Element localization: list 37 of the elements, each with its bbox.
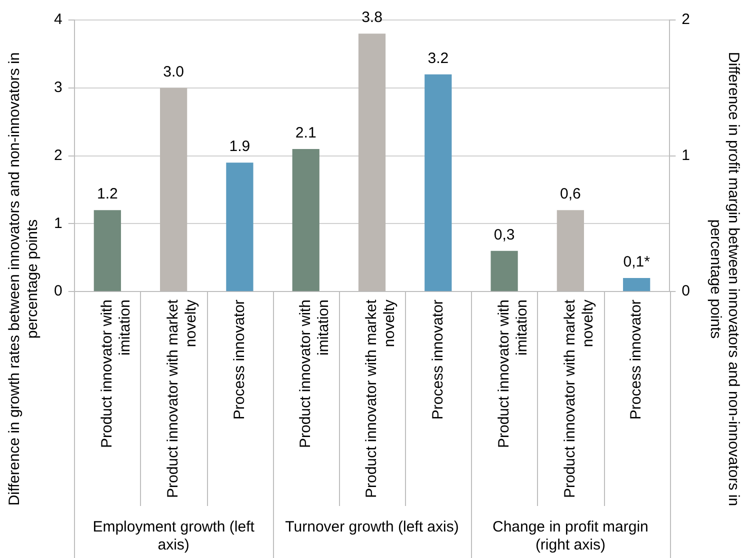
y-axis-title: Difference in growth rates between innovators and non-innovators in percentage points bbox=[6, 52, 42, 506]
y-tick-label: 3 bbox=[54, 79, 62, 96]
x-tick-label: Process innovator bbox=[230, 300, 248, 420]
data-label: 3.0 bbox=[163, 64, 184, 81]
data-label: 0,3 bbox=[494, 226, 515, 244]
x-tick-label: Product innovator with imitation bbox=[296, 300, 332, 448]
y2-tick-label: 1 bbox=[682, 146, 690, 164]
y-tick-label: 2 bbox=[54, 146, 62, 164]
y-tick-label: 0 bbox=[54, 282, 62, 300]
bar bbox=[94, 210, 121, 292]
x-tick-label: Product innovator with imitation bbox=[98, 300, 134, 448]
x-tick-label: Product innovator with market novelty bbox=[164, 298, 200, 498]
data-label: 3.8 bbox=[362, 9, 382, 26]
bar bbox=[490, 250, 518, 292]
y-tick-label: 4 bbox=[54, 11, 62, 28]
data-label: 0,6 bbox=[560, 186, 581, 203]
data-label: 1.9 bbox=[229, 138, 250, 156]
data-label: 3.2 bbox=[428, 50, 449, 67]
text: Change in profit margin (right axis) bbox=[492, 518, 648, 554]
x-tick-label: Product innovator with imitation bbox=[495, 300, 530, 448]
y2-tick-label: 2 bbox=[682, 11, 690, 28]
text: Employment growth (left axis) bbox=[92, 518, 256, 554]
x-tick-label: Product innovator with market novelty bbox=[363, 298, 398, 498]
x-tick-label: Process innovator bbox=[628, 300, 645, 420]
x-tick-label: Process innovator bbox=[429, 300, 446, 420]
data-label: 0,1* bbox=[623, 254, 650, 271]
x-tick-label: Product innovator with market novelty bbox=[562, 298, 597, 498]
y2-tick-label: 0 bbox=[682, 282, 690, 300]
text: Turnover growth (left axis) bbox=[285, 518, 459, 536]
y-tick-label: 1 bbox=[54, 214, 62, 232]
bar bbox=[226, 162, 254, 292]
y2-axis-title: Difference in profit margin between innovators and non-innovators in percentage points bbox=[706, 52, 742, 506]
bar bbox=[623, 278, 650, 292]
bar bbox=[292, 149, 320, 292]
bar bbox=[424, 74, 452, 292]
data-label: 2.1 bbox=[295, 124, 316, 142]
data-label: 1.2 bbox=[96, 186, 118, 203]
